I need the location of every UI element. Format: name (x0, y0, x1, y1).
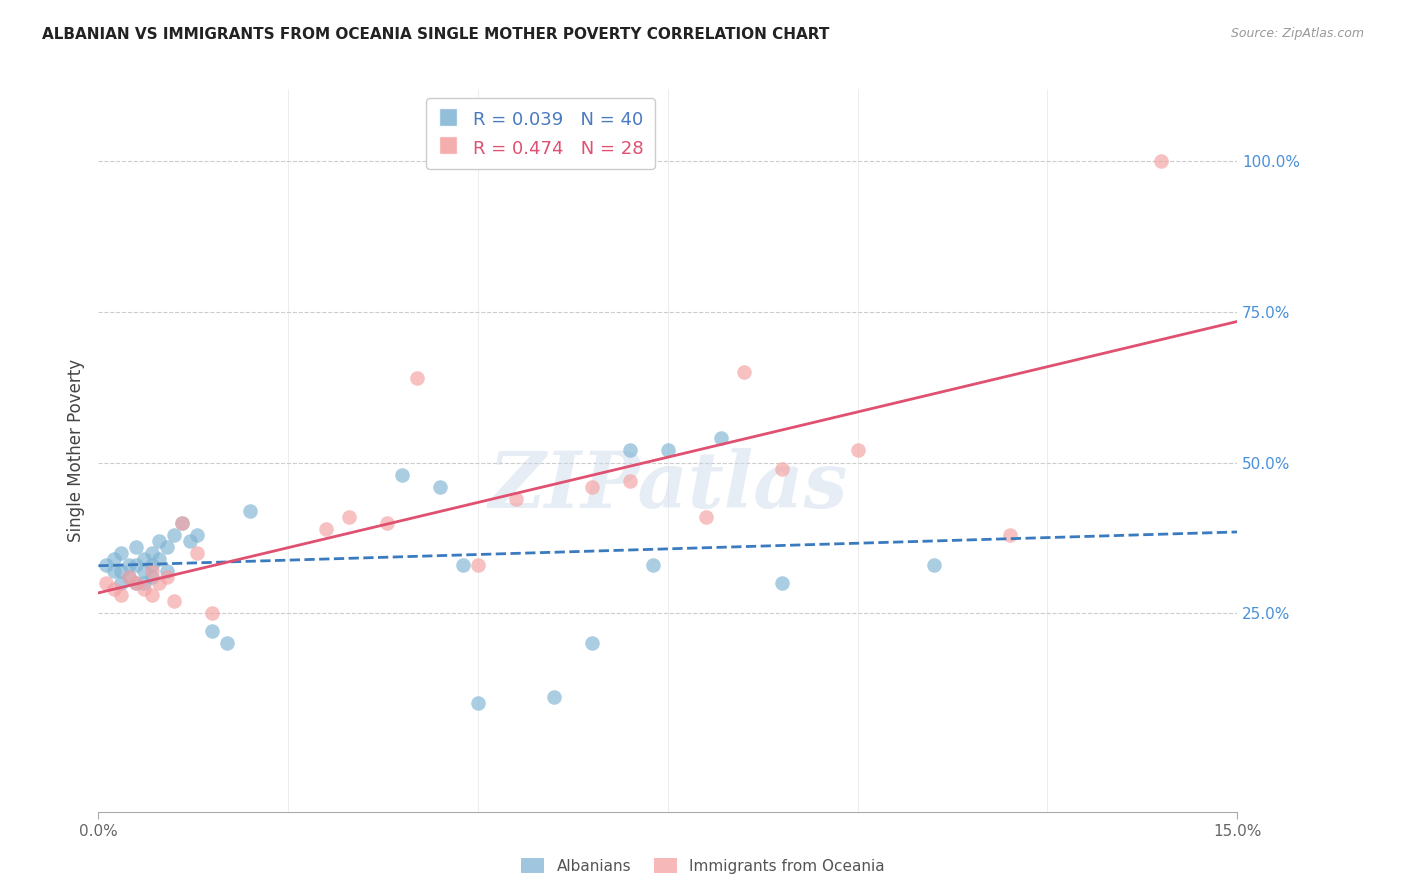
Text: Source: ZipAtlas.com: Source: ZipAtlas.com (1230, 27, 1364, 40)
Point (141, 564, 163, 578)
Point (118, 570, 141, 584)
Legend: R = 0.039   N = 40, R = 0.474   N = 28: R = 0.039 N = 40, R = 0.474 N = 28 (426, 98, 655, 169)
Point (1150, 154, 1173, 169)
Point (141, 558, 163, 572)
Point (163, 594, 186, 608)
Point (156, 540, 179, 554)
Text: ALBANIAN VS IMMIGRANTS FROM OCEANIA SINGLE MOTHER POVERTY CORRELATION CHART: ALBANIAN VS IMMIGRANTS FROM OCEANIA SING… (42, 27, 830, 42)
Point (132, 551, 155, 566)
Point (391, 467, 413, 482)
Point (103, 582, 125, 596)
Point (619, 474, 641, 488)
Point (201, 624, 224, 639)
Point (125, 558, 148, 572)
Point (110, 576, 132, 591)
Point (170, 516, 193, 530)
Point (922, 558, 945, 572)
Point (429, 480, 451, 494)
Point (94, 558, 117, 572)
Point (846, 443, 869, 458)
Point (543, 690, 565, 705)
Point (217, 636, 239, 650)
Point (406, 371, 429, 385)
Point (239, 503, 262, 517)
Point (467, 558, 489, 572)
Point (103, 564, 125, 578)
Point (581, 636, 603, 650)
Legend: Albanians, Immigrants from Oceania: Albanians, Immigrants from Oceania (515, 852, 891, 880)
Point (186, 528, 208, 542)
Point (148, 533, 170, 548)
Point (163, 528, 186, 542)
Point (103, 551, 125, 566)
Point (94, 576, 117, 591)
Point (132, 582, 155, 596)
Point (770, 461, 793, 475)
Point (315, 522, 337, 536)
Point (118, 570, 141, 584)
Point (770, 576, 793, 591)
Point (110, 564, 132, 578)
Point (998, 528, 1021, 542)
Point (156, 570, 179, 584)
Point (467, 696, 489, 710)
Point (110, 546, 132, 560)
Point (156, 564, 179, 578)
Y-axis label: Single Mother Poverty: Single Mother Poverty (66, 359, 84, 542)
Point (375, 516, 398, 530)
Text: ZIPatlas: ZIPatlas (488, 449, 848, 524)
Point (148, 576, 170, 591)
Point (186, 546, 208, 560)
Point (581, 480, 603, 494)
Point (170, 516, 193, 530)
Point (141, 546, 163, 560)
Point (125, 576, 148, 591)
Point (710, 432, 733, 446)
Point (132, 564, 155, 578)
Point (141, 588, 163, 602)
Point (148, 551, 170, 566)
Point (695, 509, 717, 524)
Point (125, 540, 148, 554)
Point (337, 509, 360, 524)
Point (179, 533, 201, 548)
Point (110, 588, 132, 602)
Point (118, 558, 141, 572)
Point (505, 491, 527, 506)
Point (619, 443, 641, 458)
Point (125, 576, 148, 591)
Point (201, 606, 224, 620)
Point (141, 570, 163, 584)
Point (657, 443, 679, 458)
Point (733, 365, 755, 379)
Point (132, 576, 155, 591)
Point (451, 558, 474, 572)
Point (641, 558, 664, 572)
